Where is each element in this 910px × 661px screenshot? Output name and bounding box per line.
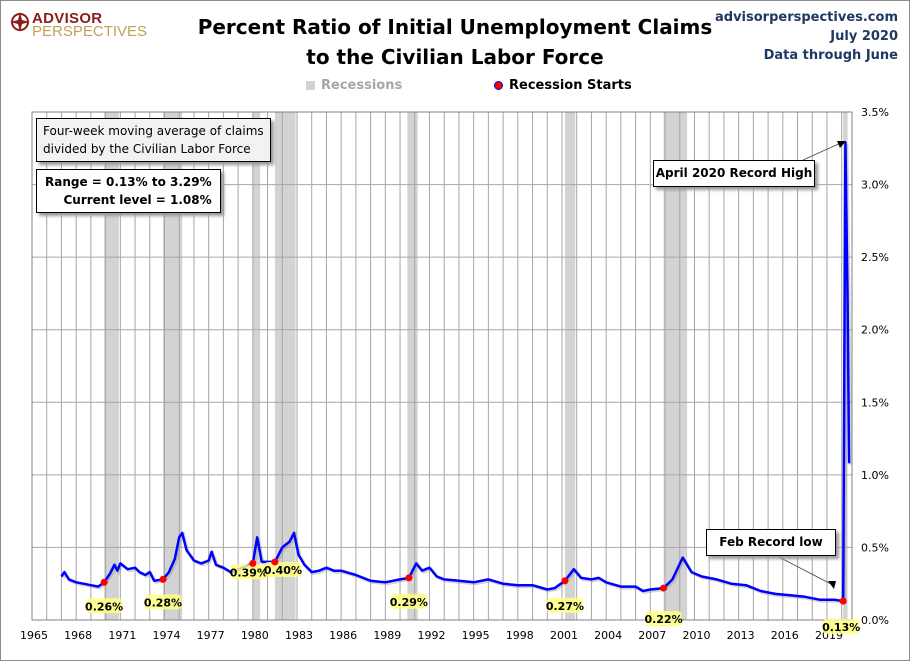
recession-band (663, 112, 688, 620)
recession-start-dot (660, 584, 668, 592)
x-tick-label: 2013 (727, 629, 755, 642)
y-tick-label: 1.0% (861, 469, 889, 482)
record-high-note: April 2020 Record High (653, 160, 815, 187)
recession-start-dot (100, 578, 108, 586)
recession-label-highlight (145, 594, 182, 610)
compass-logo-icon (10, 12, 30, 32)
y-tick-label: 2.5% (861, 251, 889, 264)
y-tick-label: 0.5% (861, 541, 889, 554)
recession-start-label: 0.27% (546, 600, 584, 613)
x-tick-label: 1995 (462, 629, 490, 642)
record-high-arrowhead-icon (837, 141, 846, 148)
legend-recessions-label: Recessions (321, 78, 403, 93)
current-level-text: Current level = 1.08% (63, 193, 212, 207)
recession-label-highlight (86, 598, 123, 614)
recession-label-highlight (230, 564, 267, 580)
x-tick-label: 2004 (594, 629, 622, 642)
recession-band (252, 112, 261, 620)
recession-start-dot (271, 558, 279, 566)
description-note: Four-week moving average of claims divid… (36, 118, 271, 162)
x-tick-label: 2001 (550, 629, 578, 642)
recession-start-dot (561, 577, 569, 585)
legend-recessions: Recessions (306, 78, 402, 93)
recession-label-highlight (645, 611, 682, 627)
x-tick-label: 1986 (329, 629, 357, 642)
plot-area-border (31, 111, 853, 621)
x-tick-label: 2016 (771, 629, 799, 642)
recession-label-highlight (264, 561, 301, 577)
y-tick-label: 2.0% (861, 324, 889, 337)
record-low-arrow (774, 554, 832, 585)
range-note: Range = 0.13% to 3.29% Current level = 1… (36, 169, 221, 213)
x-tick-label: 1971 (108, 629, 136, 642)
legend-recession-starts-label: Recession Starts (509, 78, 632, 93)
recession-start-label: 0.29% (390, 596, 428, 609)
publish-date: July 2020 (830, 29, 898, 44)
x-tick-label: 1992 (417, 629, 445, 642)
recession-label-highlight (546, 597, 583, 613)
recession-start-label: 0.13% (822, 621, 860, 634)
record-low-note: Feb Record low (706, 529, 836, 556)
site-name: advisorperspectives.com (714, 10, 898, 25)
recession-swatch-icon (306, 81, 315, 90)
recession-start-label: 0.26% (85, 600, 123, 613)
recession-label-highlight (823, 619, 860, 635)
description-line-1: Four-week moving average of claims (43, 124, 264, 138)
y-tick-label: 1.5% (861, 396, 889, 409)
recession-start-label: 0.39% (230, 566, 268, 579)
recession-band (274, 112, 296, 620)
y-tick-label: 3.5% (861, 106, 889, 119)
x-tick-label: 2010 (682, 629, 710, 642)
recession-start-dot (839, 597, 847, 605)
source-info: advisorperspectives.com July 2020 Data t… (715, 8, 898, 65)
x-tick-label: 1980 (241, 629, 269, 642)
red-dot-icon (494, 81, 503, 90)
data-through: Data through June (763, 48, 898, 63)
x-tick-label: 1968 (64, 629, 92, 642)
recession-band (104, 112, 119, 620)
title-line-1: Percent Ratio of Initial Unemployment Cl… (197, 15, 713, 39)
recession-start-label: 0.22% (644, 613, 682, 626)
range-text: Range = 0.13% to 3.29% (45, 175, 212, 189)
record-low-arrowhead-icon (828, 581, 836, 589)
recession-band (163, 112, 183, 620)
x-tick-label: 1998 (506, 629, 534, 642)
recession-start-dot (249, 559, 257, 567)
x-tick-label: 1977 (197, 629, 225, 642)
x-tick-label: 1989 (373, 629, 401, 642)
recession-start-label: 0.40% (264, 564, 302, 577)
x-tick-label: 1974 (152, 629, 180, 642)
recession-start-dot (159, 575, 167, 583)
recession-start-dot (405, 574, 413, 582)
y-tick-label: 0.0% (861, 614, 889, 627)
recession-label-highlight (390, 593, 427, 609)
series-line-shadow (61, 143, 853, 605)
record-high-arrow (802, 141, 844, 161)
series-line (60, 141, 851, 603)
x-tick-label: 2007 (638, 629, 666, 642)
recession-start-label: 0.28% (144, 596, 182, 609)
x-tick-label: 1983 (285, 629, 313, 642)
logo-text-perspectives: PERSPECTIVES (32, 23, 148, 40)
recession-band (564, 112, 576, 620)
recession-band (407, 112, 418, 620)
chart-title: Percent Ratio of Initial Unemployment Cl… (190, 12, 720, 72)
logo-text-advisor: ADVISOR (32, 10, 103, 27)
y-tick-label: 3.0% (861, 179, 889, 192)
title-line-2: to the Civilian Labor Force (306, 45, 604, 69)
legend-recession-starts: Recession Starts (494, 78, 632, 93)
description-line-2: divided by the Civilian Labor Force (43, 142, 251, 156)
x-tick-label: 1965 (20, 629, 48, 642)
